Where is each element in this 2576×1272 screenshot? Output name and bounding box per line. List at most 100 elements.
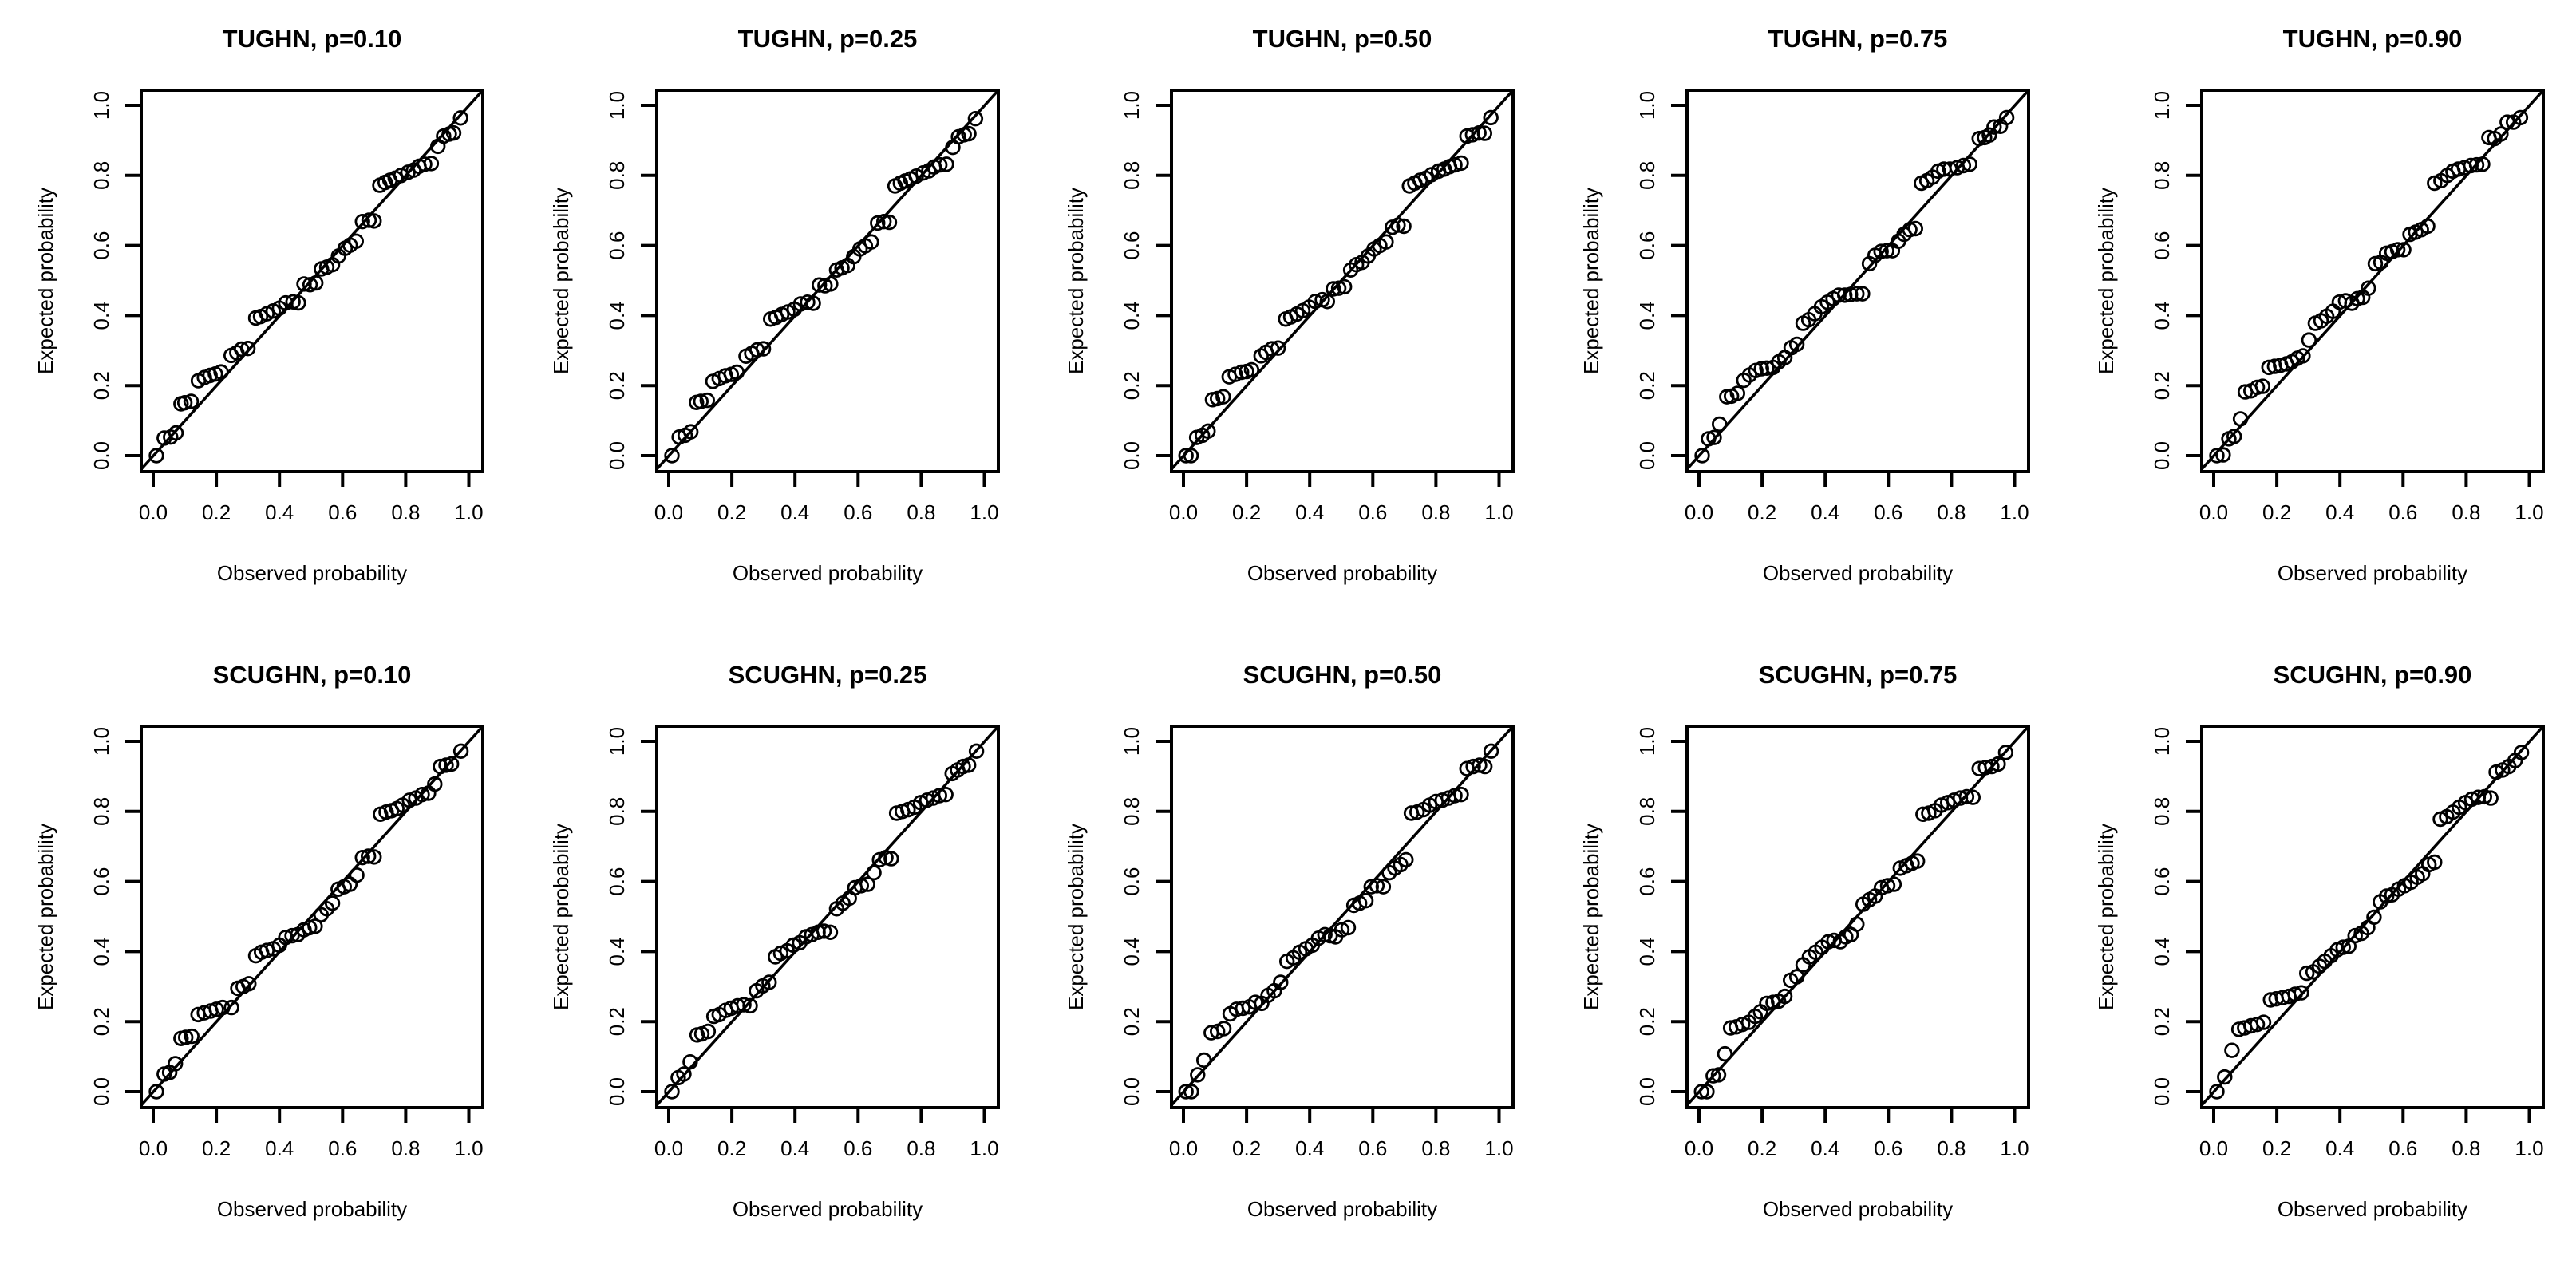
y-tick-label: 0.2 [89, 371, 113, 400]
data-point [931, 156, 947, 173]
x-tick-label: 0.6 [1874, 500, 1902, 524]
data-point [184, 1028, 200, 1045]
data-point [167, 1056, 184, 1072]
data-point [1216, 1021, 1232, 1037]
data-point [2295, 348, 2311, 364]
x-tick-label: 1.0 [2000, 500, 2029, 524]
data-point [1962, 156, 1977, 172]
x-tick-label: 0.2 [717, 500, 746, 524]
data-point [2390, 242, 2406, 258]
x-tick-label: 0.2 [1748, 500, 1776, 524]
data-point [1196, 1052, 1212, 1069]
y-tick-label: 0.2 [605, 371, 629, 400]
data-point [1965, 789, 1981, 805]
y-tick-label: 0.8 [1635, 797, 1659, 826]
y-tick-label: 1.0 [1635, 91, 1659, 120]
x-tick-label: 0.2 [202, 500, 231, 524]
y-tick-label: 0.4 [2150, 301, 2174, 330]
data-point [1955, 157, 1971, 174]
calibration-panel-scughn-p0.90: SCUGHN, p=0.90 0.0 0.2 0.4 0.6 0.8 1.0 0.0 0.2 0.… [2060, 636, 2576, 1272]
data-point [445, 125, 462, 141]
data-point [1854, 286, 1871, 302]
data-point [241, 976, 257, 992]
data-point [799, 294, 816, 310]
calibration-panel-tughn-p0.75: TUGHN, p=0.75 0.0 0.2 0.4 0.6 0.8 1.0 0.0 0.2 0.4… [1546, 0, 2061, 636]
x-tick-label: 0.8 [2452, 1136, 2481, 1160]
y-tick-label: 0.8 [1120, 161, 1144, 190]
calibration-plot-svg: SCUGHN, p=0.75 0.0 0.2 0.4 0.6 0.8 1.0 0.0 0.2 0.… [1579, 661, 2030, 1221]
x-axis-title: Observed probability [1247, 561, 1437, 585]
data-point [452, 743, 469, 760]
data-point [1909, 853, 1926, 869]
x-tick-label: 0.0 [139, 500, 168, 524]
data-point [183, 393, 200, 409]
data-point [2427, 854, 2443, 871]
x-tick-label: 1.0 [454, 1136, 483, 1160]
data-point [1776, 988, 1793, 1005]
data-point [907, 168, 924, 184]
panel-title: SCUGHN, p=0.10 [213, 661, 412, 689]
plot-box [1685, 725, 2030, 1109]
data-point [1753, 361, 1769, 377]
data-point [1235, 1000, 1251, 1017]
identity-reference-line [2201, 725, 2545, 1107]
x-axis-title: Observed probability [732, 561, 922, 585]
data-point [2420, 218, 2436, 235]
identity-reference-line [140, 725, 484, 1107]
x-tick-label: 0.2 [1232, 500, 1261, 524]
y-tick-label: 0.0 [605, 1077, 629, 1106]
data-point [1453, 155, 1469, 172]
x-tick-label: 1.0 [2515, 1136, 2544, 1160]
data-point [2463, 157, 2479, 174]
data-point [239, 340, 256, 357]
y-axis-title: Expected probability [34, 188, 57, 374]
x-tick-label: 0.6 [1874, 1136, 1902, 1160]
data-point [2217, 1069, 2233, 1085]
data-point [1729, 385, 1745, 401]
data-point [749, 342, 765, 358]
data-point [1447, 788, 1463, 804]
y-axis-title: Expected probability [549, 188, 573, 374]
data-point [682, 424, 698, 440]
y-tick-label: 0.6 [1120, 231, 1144, 260]
y-tick-label: 0.2 [1635, 1007, 1659, 1036]
data-point [875, 214, 891, 230]
data-point [1363, 879, 1380, 895]
data-point [1484, 743, 1499, 760]
calibration-panel-scughn-p0.50: SCUGHN, p=0.50 0.0 0.2 0.4 0.6 0.8 1.0 0.0 0.2 0.… [1030, 636, 1546, 1272]
x-tick-label: 1.0 [1485, 1136, 1514, 1160]
x-tick-label: 0.0 [1685, 500, 1713, 524]
x-tick-label: 0.0 [2199, 500, 2228, 524]
y-tick-label: 0.6 [89, 231, 113, 260]
data-point [1390, 217, 1406, 233]
plot-box [1170, 89, 1515, 473]
y-axis-title: Expected probability [1064, 824, 1088, 1010]
data-point [259, 942, 275, 958]
y-tick-label: 0.4 [1120, 937, 1144, 966]
data-point [1717, 1045, 1732, 1062]
x-tick-label: 0.2 [717, 1136, 746, 1160]
x-tick-label: 1.0 [454, 500, 483, 524]
x-tick-label: 0.0 [654, 1136, 683, 1160]
y-tick-label: 0.6 [2150, 231, 2174, 260]
calibration-plot-svg: TUGHN, p=0.90 0.0 0.2 0.4 0.6 0.8 1.0 0.0 0.2 0.4… [2094, 25, 2546, 585]
data-point [1178, 1084, 1195, 1100]
x-tick-label: 0.4 [2326, 1136, 2355, 1160]
data-point [675, 1066, 692, 1082]
data-point [865, 864, 882, 881]
data-point [1997, 745, 2013, 760]
y-tick-label: 0.0 [2150, 441, 2174, 470]
data-point [354, 850, 370, 866]
data-point [1375, 879, 1392, 895]
x-tick-label: 0.8 [391, 1136, 420, 1160]
y-tick-label: 1.0 [89, 727, 113, 756]
data-point [148, 1084, 164, 1100]
y-tick-label: 0.0 [1635, 441, 1659, 470]
y-tick-label: 0.0 [1120, 1077, 1144, 1106]
data-point [2287, 986, 2304, 1002]
y-tick-label: 0.8 [89, 797, 113, 826]
x-tick-label: 0.4 [265, 500, 294, 524]
data-point [361, 212, 377, 228]
data-point [1848, 286, 1865, 302]
y-tick-label: 0.4 [2150, 937, 2174, 966]
